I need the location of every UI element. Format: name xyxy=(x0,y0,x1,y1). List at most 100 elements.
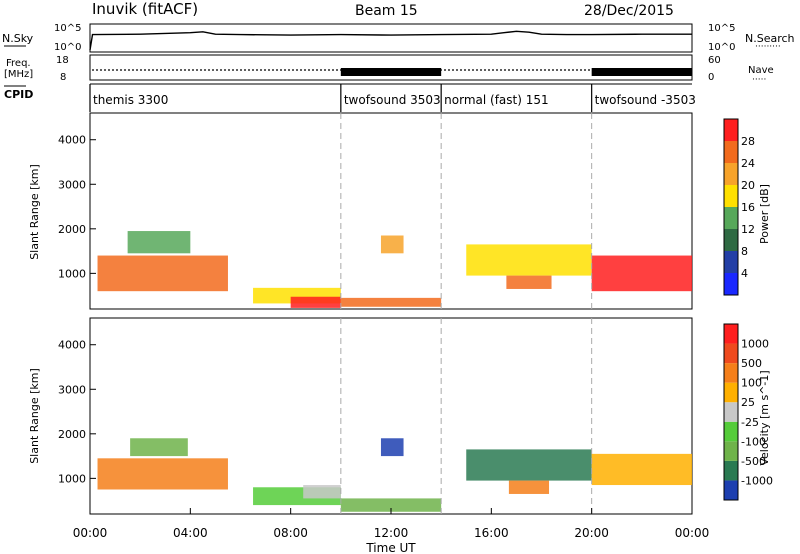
colorbar-tick-label: 16 xyxy=(741,201,755,214)
power-y-ticks: 1000 2000 3000 4000 xyxy=(58,134,96,280)
echo-cell xyxy=(508,480,550,494)
power-boundary-lines xyxy=(340,113,593,309)
nave-tick-bottom: 0 xyxy=(708,72,714,83)
cpid-segment-label: themis 3300 xyxy=(93,93,168,107)
cpid-segment-label: twofsound 3503 xyxy=(344,93,441,107)
x-tick-label: 00:00 xyxy=(675,526,710,540)
power-colorbar: 4 8 12 16 20 24 28 xyxy=(723,118,755,296)
freq-panel: Freq. [MHz] 18 8 60 0 Nave ····· xyxy=(4,54,774,85)
colorbar-segment xyxy=(724,343,738,364)
time-axis-label: Time UT xyxy=(365,541,416,554)
x-tick-label: 20:00 xyxy=(574,526,609,540)
echo-cell xyxy=(290,296,341,308)
nave-dense-block xyxy=(340,68,442,76)
colorbar-tick-label: -100 xyxy=(741,435,766,448)
colorbar-segment xyxy=(724,460,738,481)
colorbar-segment xyxy=(724,229,738,251)
colorbar-tick-label: 28 xyxy=(741,135,755,148)
echo-cell xyxy=(340,297,442,307)
velocity-cells xyxy=(97,438,692,512)
colorbar-segment xyxy=(724,480,738,500)
cpid-segments: themis 3300 twofsound 3503 normal (fast) 1… xyxy=(89,84,696,112)
y-tick-label: 2000 xyxy=(58,223,86,236)
y-tick-label: 1000 xyxy=(58,472,86,485)
echo-cell xyxy=(340,498,442,512)
colorbar-tick-label: 12 xyxy=(741,223,755,236)
colorbar-tick-label: -25 xyxy=(741,416,759,429)
y-tick-label: 1000 xyxy=(58,267,86,280)
echo-cell xyxy=(380,235,404,254)
nsky-label: N.Sky xyxy=(2,32,34,45)
colorbar-tick-label: 20 xyxy=(741,179,755,192)
freq-unit-label: [MHz] xyxy=(4,69,33,80)
colorbar-tick-label: -1000 xyxy=(741,474,773,487)
colorbar-tick-label: 4 xyxy=(741,267,748,280)
freq-tick-top: 18 xyxy=(56,55,69,66)
colorbar-segment xyxy=(724,382,738,403)
colorbar-tick-label: 8 xyxy=(741,245,748,258)
colorbar-frame xyxy=(723,118,739,296)
colorbar-tick-label: -500 xyxy=(741,455,766,468)
nsky-series-line xyxy=(89,30,692,51)
colorbar-segment xyxy=(724,324,738,344)
station-title: Inuvik (fitACF) xyxy=(92,0,198,18)
date-title: 28/Dec/2015 xyxy=(584,3,674,19)
echo-cell xyxy=(130,438,188,457)
cpid-segment-label: twofsound -3503 xyxy=(595,93,696,107)
nsky-tick-top: 10^5 xyxy=(54,23,81,34)
y-tick-label: 3000 xyxy=(58,178,86,191)
echo-cell xyxy=(127,231,191,254)
colorbar-segment xyxy=(724,163,738,185)
x-tick-label: 00:00 xyxy=(73,526,108,540)
time-axis-ticks: 00:00 04:00 08:00 12:00 16:00 20:00 00:00 xyxy=(73,508,710,540)
velocity-boundary-lines xyxy=(340,318,593,514)
colorbar-segment xyxy=(724,273,738,295)
echo-cell xyxy=(506,275,552,289)
nsearch-tick-bottom: 10^0 xyxy=(708,42,735,53)
colorbar-segment xyxy=(724,363,738,383)
power-colorbar-label: Power [dB] xyxy=(758,184,771,244)
x-tick-label: 12:00 xyxy=(374,526,409,540)
freq-label: Freq. xyxy=(6,58,31,69)
nsearch-legend-dots: ········· xyxy=(755,42,781,52)
echo-cell xyxy=(380,438,404,457)
colorbar-segment xyxy=(724,207,738,229)
echo-cell xyxy=(591,255,692,292)
echo-cell xyxy=(97,458,228,490)
velocity-y-ticks: 1000 2000 3000 4000 xyxy=(58,339,96,485)
colorbar-segment xyxy=(724,402,738,422)
velocity-colorbar: 1000 500 100 25 -25 -100 -500 -1000 xyxy=(723,323,773,501)
nsearch-tick-top: 10^5 xyxy=(708,23,735,34)
echo-cell xyxy=(303,485,341,499)
nave-dense-block xyxy=(591,68,692,76)
colorbar-tick-label: 1000 xyxy=(741,338,769,351)
y-tick-label: 2000 xyxy=(58,428,86,441)
y-tick-label: 4000 xyxy=(58,134,86,147)
x-tick-label: 16:00 xyxy=(474,526,509,540)
echo-cell xyxy=(97,255,228,292)
x-tick-label: 04:00 xyxy=(173,526,208,540)
beam-title: Beam 15 xyxy=(355,3,418,19)
colorbar-segment xyxy=(724,119,738,141)
power-y-label: Slant Range [km] xyxy=(28,164,41,260)
echo-cell xyxy=(591,453,692,486)
velocity-colorbar-label: Velocity [m s^-1] xyxy=(758,370,771,465)
nsky-panel: N.Sky 10^5 10^0 10^5 10^0 N.Search ·····… xyxy=(2,23,795,53)
power-panel: 1000 2000 3000 4000 Slant Range [km] 4 8 12 16… xyxy=(28,112,771,310)
nave-label: Nave xyxy=(748,65,774,76)
echo-cell xyxy=(466,244,592,276)
velocity-panel: 1000 2000 3000 4000 Slant Range [km] 1000 50… xyxy=(28,317,773,515)
power-cells xyxy=(97,231,692,308)
freq-tick-bottom: 8 xyxy=(60,72,66,83)
colorbar-frame xyxy=(723,323,739,501)
colorbar-tick-label: 24 xyxy=(741,157,755,170)
nave-dense-blocks xyxy=(340,68,692,76)
cpid-label: CPID xyxy=(4,88,33,101)
x-tick-label: 08:00 xyxy=(273,526,308,540)
nsky-tick-bottom: 10^0 xyxy=(54,42,81,53)
colorbar-tick-label: 25 xyxy=(741,396,755,409)
cpid-segment-label: normal (fast) 151 xyxy=(444,93,548,107)
colorbar-segment xyxy=(724,251,738,273)
colorbar-tick-label: 500 xyxy=(741,357,762,370)
